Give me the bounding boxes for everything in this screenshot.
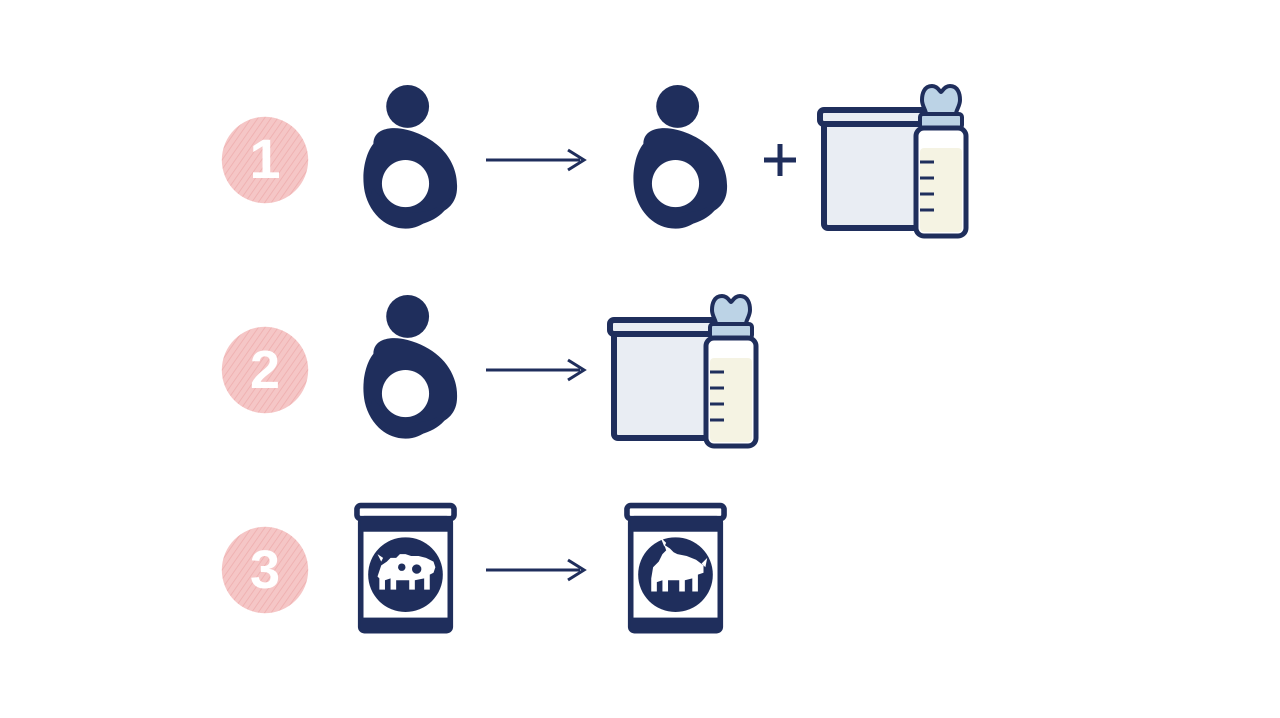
arrow-icon <box>480 350 600 390</box>
row-2: 2 <box>0 280 1280 460</box>
arrow-icon <box>480 140 600 180</box>
badge-number: 1 <box>249 127 280 190</box>
row-3: 3 <box>0 490 1280 650</box>
row-1: 1 <box>0 70 1280 250</box>
goat-formula-can-icon <box>600 500 750 640</box>
breastfeeding-icon <box>600 85 750 235</box>
number-badge-2: 2 <box>220 325 310 415</box>
infographic-canvas: 1 <box>0 0 1280 718</box>
number-badge-3: 3 <box>220 525 310 615</box>
cow-formula-can-icon <box>330 500 480 640</box>
number-badge-1: 1 <box>220 115 310 205</box>
badge-number: 2 <box>250 340 280 400</box>
breastfeeding-icon <box>330 295 480 445</box>
arrow-icon <box>480 550 600 590</box>
formula-can-with-bottle-icon <box>810 80 990 240</box>
breastfeeding-icon <box>330 85 480 235</box>
plus-icon <box>750 140 810 180</box>
formula-can-with-bottle-icon <box>600 290 780 450</box>
badge-number: 3 <box>250 540 280 600</box>
